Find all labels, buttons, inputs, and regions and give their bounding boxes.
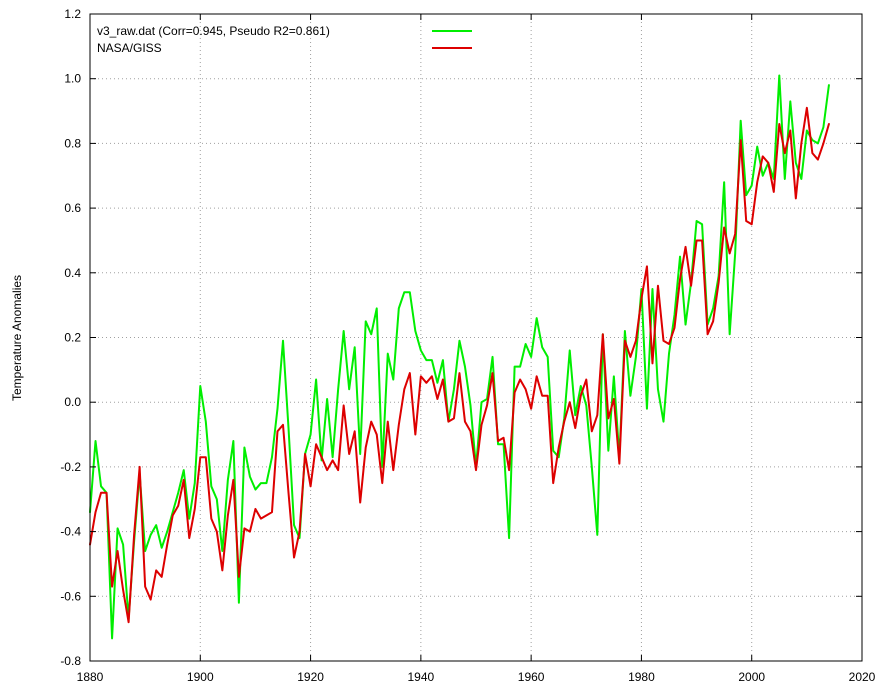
x-tick-label: 1920 <box>297 670 324 684</box>
y-tick-label: -0.4 <box>60 525 81 539</box>
x-tick-label: 1960 <box>518 670 545 684</box>
y-tick-label: 1.0 <box>64 72 81 86</box>
legend-label-nasa-giss: NASA/GISS <box>97 41 162 55</box>
grid <box>90 14 862 661</box>
y-tick-label: 0.6 <box>64 201 81 215</box>
y-tick-label: 0.2 <box>64 331 81 345</box>
y-tick-label: -0.8 <box>60 654 81 668</box>
axis-tick-labels: -0.8 -0.6 -0.4 -0.2 0.0 0.2 0.4 0.6 0.8 1.0 1.2 188… <box>60 7 875 684</box>
x-tick-label: 1940 <box>408 670 435 684</box>
y-axis-label: Temperature Anomalies <box>10 275 24 401</box>
legend-label-v3-raw: v3_raw.dat (Corr=0.945, Pseudo R2=0.861) <box>97 24 330 38</box>
y-tick-label: 0.8 <box>64 136 81 150</box>
x-tick-label: 1880 <box>77 670 104 684</box>
x-tick-label: 1900 <box>187 670 214 684</box>
series-line-v3-raw <box>89 74 830 640</box>
y-tick-label: -0.2 <box>60 460 81 474</box>
x-tick-label: 1980 <box>628 670 655 684</box>
y-tick-label: 0.0 <box>64 395 81 409</box>
axis-ticks <box>89 13 863 662</box>
legend: v3_raw.dat (Corr=0.945, Pseudo R2=0.861)… <box>97 24 472 55</box>
series-line-nasa-giss <box>89 106 830 624</box>
series-lines <box>89 74 830 640</box>
x-tick-label: 2000 <box>738 670 765 684</box>
y-tick-label: 0.4 <box>64 266 81 280</box>
y-tick-label: -0.6 <box>60 589 81 603</box>
y-tick-label: 1.2 <box>64 7 81 21</box>
x-tick-label: 2020 <box>849 670 876 684</box>
